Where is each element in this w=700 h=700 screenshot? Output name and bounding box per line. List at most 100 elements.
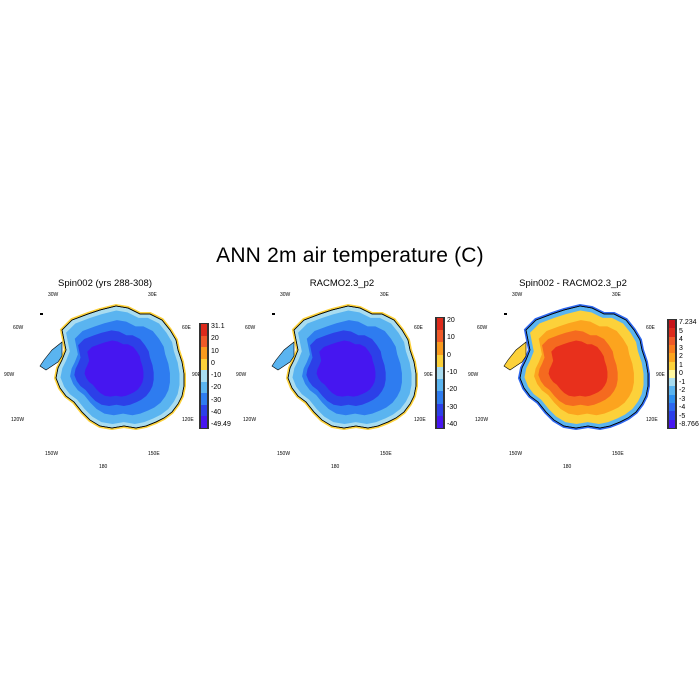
colorbar-segment xyxy=(200,416,208,429)
lon-label: 180 xyxy=(331,464,340,470)
lon-label: 150W xyxy=(45,451,59,457)
colorbar-segment xyxy=(436,354,444,368)
colorbar-segment xyxy=(200,324,208,337)
lon-label: 90W xyxy=(4,372,15,378)
lon-label: 120W xyxy=(475,417,489,423)
colorbar-segment xyxy=(436,379,444,392)
colorbar-segment xyxy=(668,403,676,412)
coastline xyxy=(519,305,649,429)
map-marker xyxy=(40,313,43,315)
colorbar-label: 5 xyxy=(679,327,683,335)
colorbar-label: 10 xyxy=(211,347,219,355)
colorbar-label: -1 xyxy=(679,378,686,386)
panel-2: RACMO2.3_p2 30W 30E 60W 60E 90W 90E 120W… xyxy=(232,270,462,470)
lon-label: 30W xyxy=(512,292,523,298)
coastline xyxy=(55,305,185,429)
panel-3: Spin002 - RACMO2.3_p2 30W 30E 60W 60E 90… xyxy=(464,270,699,470)
colorbar-label: 31.1 xyxy=(211,323,225,330)
colorbar-label: -10 xyxy=(447,369,458,376)
peninsula-region xyxy=(503,341,527,371)
colorbar-label: 4 xyxy=(679,336,683,343)
lon-label: 120E xyxy=(646,417,658,423)
lon-label: 60E xyxy=(414,325,423,331)
colorbar-label: -5 xyxy=(679,412,686,420)
lon-label: 90E xyxy=(656,372,665,378)
colorbar-segment xyxy=(668,386,676,396)
lon-label: 90E xyxy=(424,372,433,378)
lon-label: 30E xyxy=(612,292,621,298)
colorbar-label: -49.49 xyxy=(211,421,231,428)
colorbar-label: 20 xyxy=(447,317,455,324)
colorbar-label: -10 xyxy=(211,372,222,379)
lon-label: 30E xyxy=(148,292,157,298)
colorbar-segment xyxy=(200,404,208,417)
colorbar-label: 20 xyxy=(211,335,219,343)
colorbar-segment xyxy=(668,369,676,379)
colorbar-segment xyxy=(668,419,676,429)
colorbar-label: -2 xyxy=(679,387,686,394)
lon-label: 90W xyxy=(468,372,479,378)
lon-label: 150E xyxy=(380,451,392,457)
lon-label: 120E xyxy=(182,417,194,423)
lon-label: 30W xyxy=(280,292,291,298)
panel-title: RACMO2.3_p2 xyxy=(309,278,375,289)
panel-1: Spin002 (yrs 288-308) 30W 30E 60W 60E 90… xyxy=(0,270,231,470)
colorbar-segment xyxy=(436,366,444,380)
lon-label: 120E xyxy=(414,417,426,423)
colorbar-label: 0 xyxy=(447,351,451,359)
map-marker xyxy=(504,313,507,315)
lon-label: 120W xyxy=(243,417,257,423)
colorbar-label: -3 xyxy=(679,395,686,403)
colorbar-segment xyxy=(200,335,208,348)
main-title: ANN 2m air temperature (C) xyxy=(216,244,484,267)
lon-label: 30W xyxy=(48,292,59,298)
lon-label: 90E xyxy=(192,372,201,378)
peninsula-region xyxy=(39,341,63,371)
colorbar-segment xyxy=(200,370,208,383)
lon-label: 60E xyxy=(646,325,655,331)
colorbar xyxy=(435,317,445,429)
colorbar-segment xyxy=(668,353,676,363)
colorbar-label: -30 xyxy=(447,403,458,411)
colorbar-segment xyxy=(668,411,676,421)
lon-label: 30E xyxy=(380,292,389,298)
peninsula-region xyxy=(271,341,295,371)
colorbar-label: -40 xyxy=(447,421,458,428)
colorbar-label: 1 xyxy=(679,361,683,369)
colorbar-segment xyxy=(200,347,208,360)
coastline xyxy=(287,305,417,429)
lon-label: 180 xyxy=(99,464,108,470)
colorbar-segment xyxy=(200,381,208,394)
colorbar-label: -20 xyxy=(447,386,458,394)
colorbar-segment xyxy=(668,394,676,404)
map-region-interior xyxy=(316,340,376,397)
colorbar xyxy=(667,319,677,429)
map-marker xyxy=(272,313,275,315)
colorbar-segment xyxy=(436,391,444,405)
map-region-interior xyxy=(548,340,608,397)
lon-label: 120W xyxy=(11,417,25,423)
colorbar-segment xyxy=(200,393,208,406)
colorbar-segment xyxy=(668,320,676,329)
panel-title: Spin002 - RACMO2.3_p2 xyxy=(519,278,627,289)
lon-label: 150E xyxy=(612,451,624,457)
map-region-interior xyxy=(84,340,144,397)
colorbar-label: 7.234 xyxy=(679,319,697,326)
antarctica-map xyxy=(503,303,650,431)
colorbar-segment xyxy=(436,415,444,429)
antarctica-map xyxy=(39,303,186,431)
lon-label: 60W xyxy=(477,325,488,331)
lon-label: 150E xyxy=(148,451,160,457)
colorbar-label: 2 xyxy=(679,353,683,360)
colorbar-segment xyxy=(668,361,676,371)
lon-label: 150W xyxy=(277,451,291,457)
lon-label: 90W xyxy=(236,372,247,378)
colorbar-segment xyxy=(668,344,676,354)
colorbar xyxy=(199,323,209,429)
colorbar-segment xyxy=(200,358,208,371)
colorbar-segment xyxy=(436,403,444,417)
colorbar-label: -20 xyxy=(211,384,222,392)
colorbar-segment xyxy=(436,318,444,331)
lon-label: 60W xyxy=(245,325,256,331)
colorbar-label: 3 xyxy=(679,344,683,352)
